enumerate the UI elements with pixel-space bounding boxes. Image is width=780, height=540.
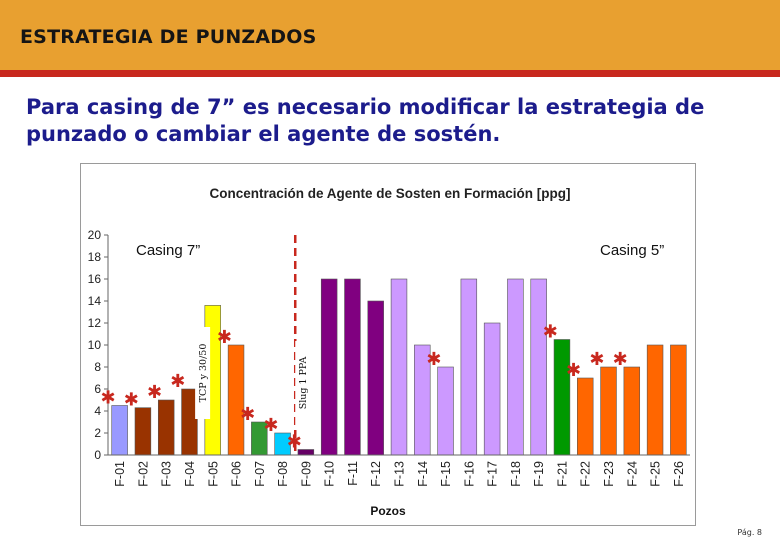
x-tick-label: F-24 [625,461,639,487]
y-tick-label: 8 [94,360,101,374]
x-tick-label: F-26 [672,461,686,487]
x-tick-label: F-15 [439,461,453,487]
header-banner [0,0,780,70]
x-tick-label: F-21 [555,461,569,487]
bar-f-13 [390,278,408,456]
y-tick-label: 2 [94,426,101,440]
header-divider [0,70,780,77]
star-marker: ✱ [170,371,185,392]
slug-label: Slug 1 PPA [298,357,309,410]
chart-title: Concentración de Agente de Sosten en For… [209,186,570,201]
page-number: Pág. 8 [737,528,762,537]
x-tick-label: F-01 [113,461,127,487]
bars [111,278,687,456]
x-axis-title: Pozos [370,504,406,518]
x-tick-label: F-04 [183,461,197,487]
x-tick-label: F-11 [346,461,360,486]
star-marker: ✱ [124,390,139,411]
star-marker: ✱ [589,349,604,370]
x-tick-label: F-09 [299,461,313,487]
casing7-label: Casing 7” [136,242,200,259]
y-tick-label: 10 [88,338,102,352]
bar-f-24 [623,366,641,456]
casing7-label-box [132,235,218,259]
slide-title: ESTRATEGIA DE PUNZADOS [20,26,317,48]
x-tick-label: F-19 [532,461,546,487]
y-axis: 0 2 4 6 8 10 12 14 16 18 20 [88,228,109,462]
x-tick-label: F-18 [509,461,523,487]
bar-f-10 [320,278,338,456]
x-tick-label: F-22 [579,461,593,487]
star-marker: ✱ [566,360,581,381]
bar-f-02 [134,407,152,456]
star-marker: ✱ [240,404,255,425]
x-tick-label: F-23 [602,461,616,487]
y-tick-label: 18 [88,250,102,264]
star-marker: ✱ [217,327,232,348]
bar-f-06 [227,344,245,456]
chart: Concentración de Agente de Sosten en For… [80,163,696,526]
x-tick-label: F-10 [323,461,337,487]
y-tick-label: 6 [94,382,101,396]
x-tick-label: F-03 [160,461,174,487]
x-tick-label: F-13 [393,461,407,487]
bar-f-12 [367,300,384,456]
star-marker: ✱ [613,349,628,370]
x-tick-label: F-17 [486,461,500,487]
bar-f-01 [111,405,128,456]
x-tick-label: F-16 [462,461,476,487]
star-marker: ✱ [287,432,302,453]
bar-f-22 [577,377,594,456]
star-marker: ✱ [100,388,115,409]
bar-f-15 [437,366,454,456]
x-tick-label: F-12 [369,461,383,487]
bar-f-21 [553,339,571,456]
y-tick-label: 12 [88,316,102,330]
x-tick-label: F-07 [253,461,267,487]
y-tick-label: 14 [88,294,102,308]
casing5-label: Casing 5” [600,242,664,259]
bar-f-17 [483,322,501,456]
bar-f-03 [157,399,175,456]
bar-f-04 [181,388,198,456]
chart-background [80,163,696,526]
y-tick-label: 16 [88,272,102,286]
x-tick-label: F-05 [206,461,220,487]
bar-f-19 [530,278,547,456]
bar-f-23 [600,366,617,456]
bar-f-26 [670,344,687,456]
bar-f-16 [460,278,478,456]
y-tick-label: 4 [94,404,101,418]
y-tick-label: 20 [88,228,102,242]
slug-label-box [295,341,311,425]
slide-subtitle: Para casing de 7” es necesario modificar… [26,95,705,146]
casing5-label-box [596,235,686,259]
star-marker: ✱ [426,349,441,370]
y-tick-label: 0 [94,448,101,462]
star-marker: ✱ [147,382,162,403]
stars: ✱ ✱ ✱ ✱ ✱ ✱ ✱ ✱ ✱ ✱ ✱ ✱ ✱ [100,322,627,453]
x-axis: F-01 F-02 F-03 F-04 F-05 F-06 F-07 F-08 F-09 F-10… [108,454,690,487]
tcp-label: TCP y 30/50 [198,344,209,403]
star-marker: ✱ [263,415,278,436]
x-tick-label: F-06 [230,461,244,487]
tcp-label-box [195,327,211,419]
bar-f-25 [646,344,664,456]
star-marker: ✱ [543,322,558,343]
x-tick-label: F-25 [649,461,663,487]
x-tick-label: F-08 [276,461,290,487]
x-tick-label: F-14 [416,461,430,487]
x-tick-label: F-02 [136,461,150,487]
bar-f-11 [344,278,361,456]
bar-f-18 [507,278,524,456]
